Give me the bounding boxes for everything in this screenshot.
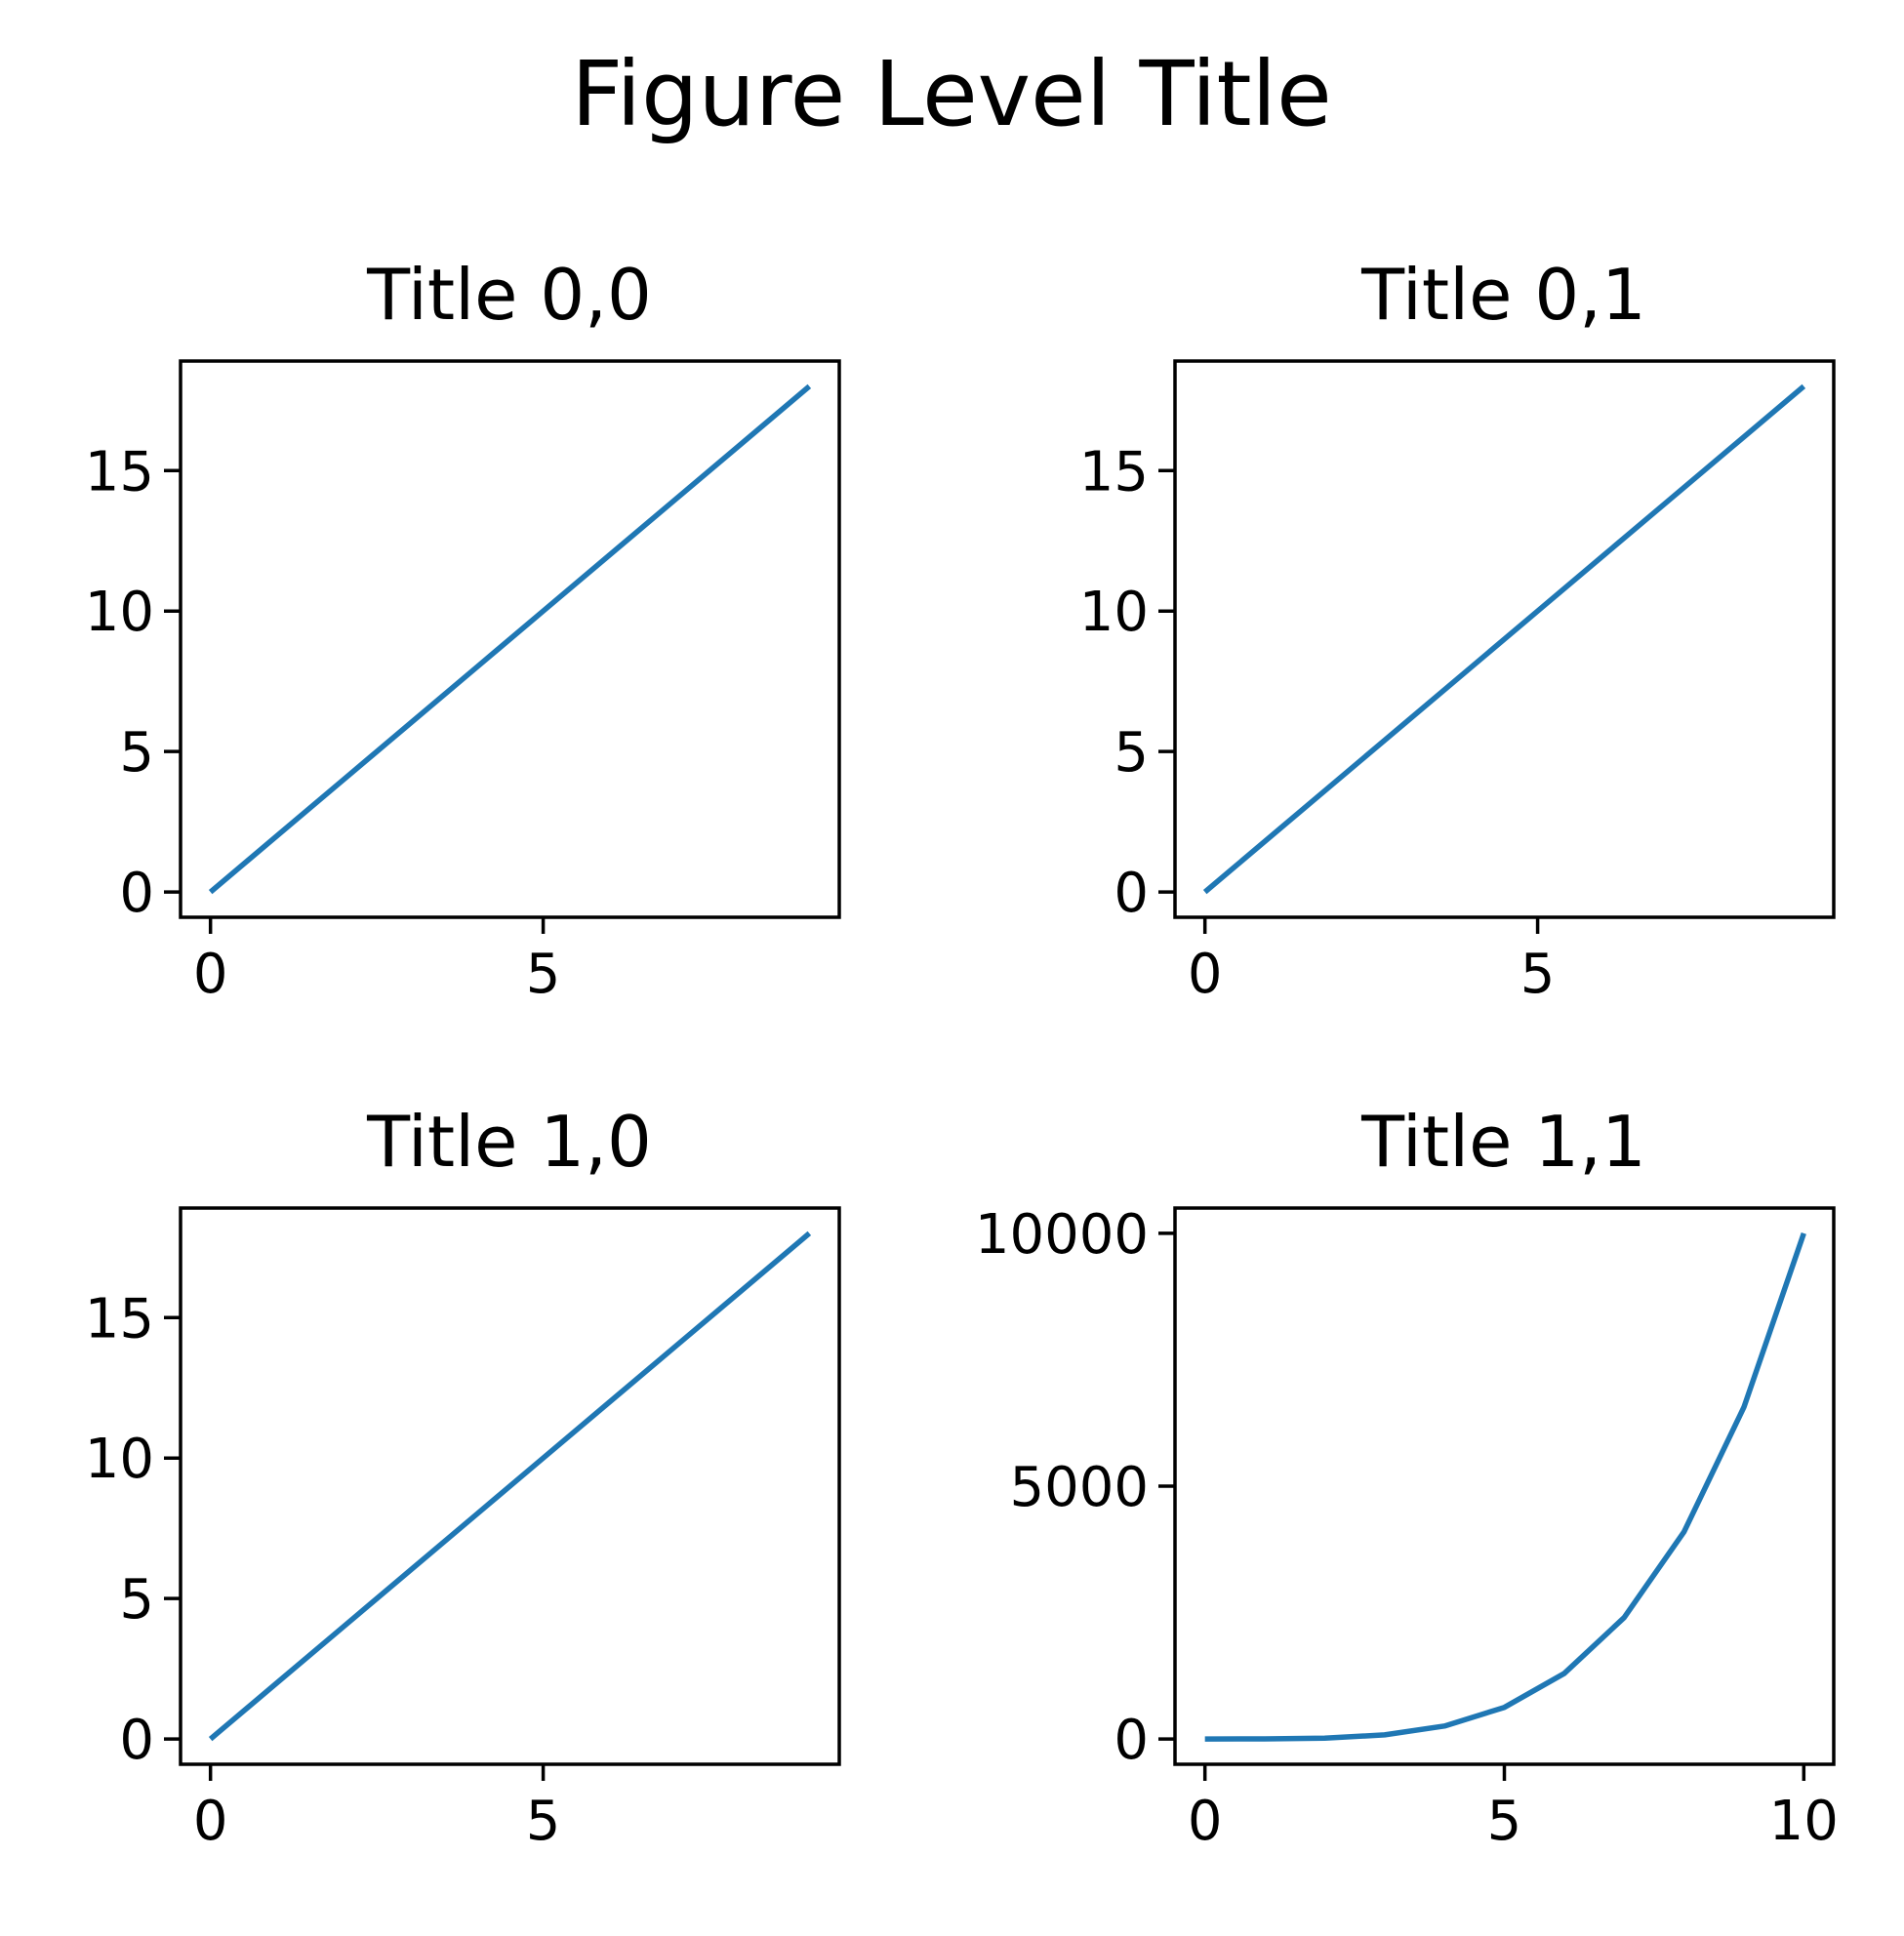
y-tick-label: 15 [85, 440, 154, 504]
y-axis: 0 5 10 15 [1079, 440, 1175, 925]
y-tick-label: 0 [1114, 1709, 1149, 1772]
x-tick-label: 5 [1520, 943, 1556, 1006]
series-line [208, 383, 812, 895]
y-tick-label: 10 [85, 581, 154, 644]
subplot-title: Title 1,1 [1360, 1101, 1646, 1183]
axes-frame [1173, 359, 1836, 919]
y-tick-label: 15 [1079, 440, 1149, 504]
y-tick-label: 10000 [975, 1203, 1149, 1267]
y-tick-label: 5 [119, 1568, 154, 1632]
y-tick-label: 0 [119, 1709, 154, 1772]
y-tick-label: 10 [1079, 581, 1149, 644]
axes-frame [179, 359, 841, 919]
x-tick-label: 0 [1188, 943, 1223, 1006]
subplot-1-1: Title 1,1 0 5000 10000 0 5 10 [975, 1101, 1839, 1853]
axes-frame [1173, 1206, 1836, 1766]
y-tick-label: 15 [85, 1287, 154, 1351]
x-axis: 0 5 10 [1188, 1764, 1839, 1853]
x-tick-label: 0 [193, 1790, 228, 1853]
y-tick-label: 10 [85, 1428, 154, 1491]
y-axis: 0 5000 10000 [975, 1203, 1175, 1772]
series-line [1202, 383, 1806, 895]
x-tick-label: 5 [526, 1790, 561, 1853]
y-tick-label: 5000 [1009, 1456, 1149, 1519]
y-tick-label: 0 [1114, 862, 1149, 925]
y-tick-label: 5 [1114, 721, 1149, 785]
subplot-title: Title 0,1 [1360, 254, 1646, 336]
y-tick-label: 0 [119, 862, 154, 925]
series-line [208, 1230, 812, 1742]
x-tick-label: 0 [1188, 1790, 1223, 1853]
series-line [1204, 1232, 1806, 1742]
figure-title: Figure Level Title [571, 42, 1331, 146]
subplot-title: Title 0,0 [366, 254, 652, 336]
y-axis: 0 5 10 15 [85, 1287, 181, 1772]
x-tick-label: 5 [1487, 1790, 1522, 1853]
y-axis: 0 5 10 15 [85, 440, 181, 925]
subplot-title: Title 1,0 [366, 1101, 652, 1183]
y-tick-label: 5 [119, 721, 154, 785]
axes-frame [179, 1206, 841, 1766]
x-tick-label: 5 [526, 943, 561, 1006]
x-tick-label: 0 [193, 943, 228, 1006]
x-tick-label: 10 [1769, 1790, 1839, 1853]
